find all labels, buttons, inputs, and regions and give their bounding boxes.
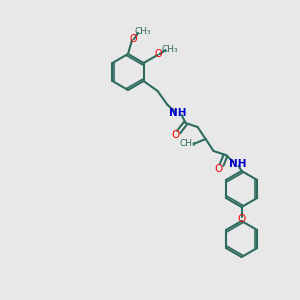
Text: O: O [155, 49, 162, 59]
Text: CH₃: CH₃ [135, 28, 151, 37]
Text: O: O [129, 34, 137, 44]
Text: O: O [238, 214, 246, 224]
Text: CH₃: CH₃ [179, 140, 196, 148]
Text: O: O [172, 130, 180, 140]
Text: NH: NH [169, 108, 186, 118]
Text: O: O [214, 164, 223, 174]
Text: CH₃: CH₃ [161, 44, 178, 53]
Text: NH: NH [229, 159, 246, 169]
